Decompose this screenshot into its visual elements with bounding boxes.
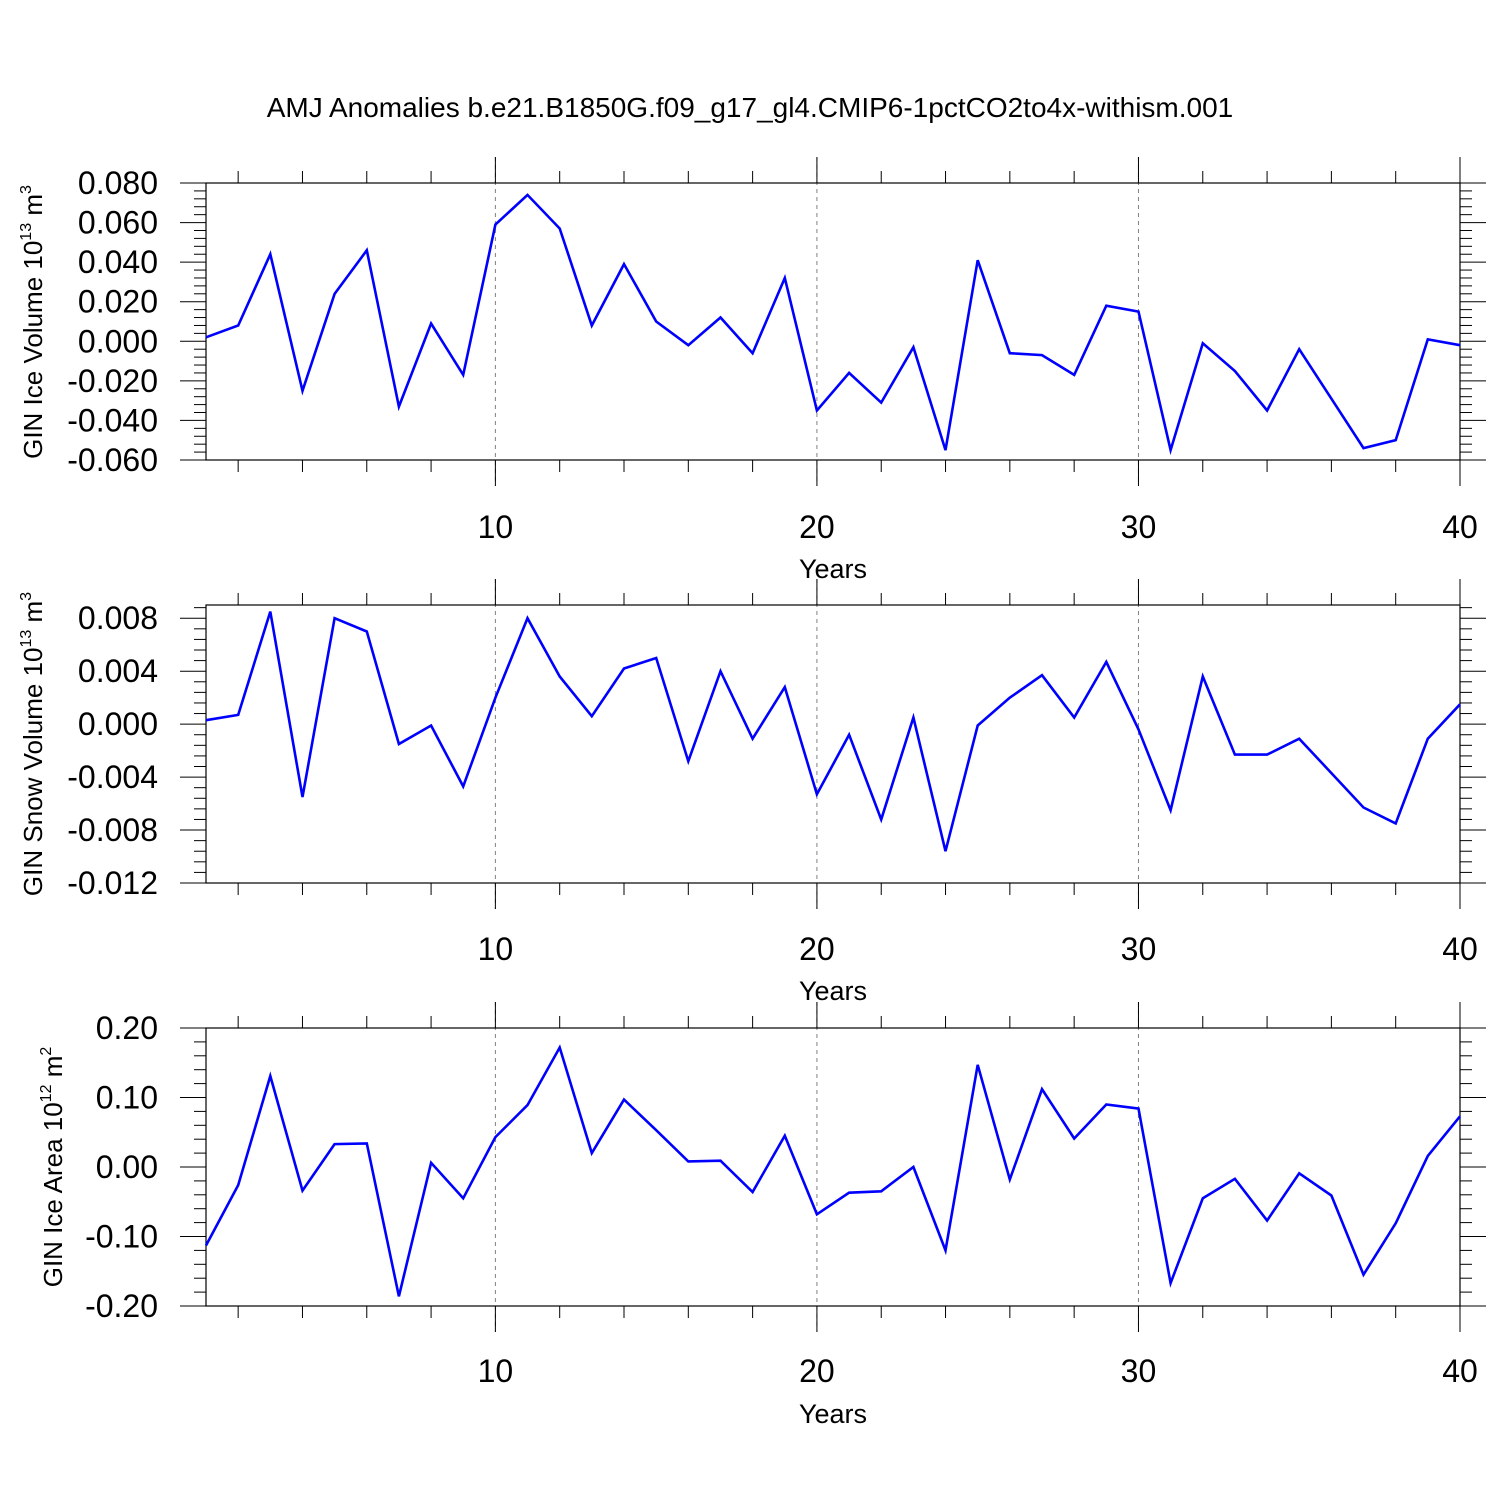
- y-tick-label: 0.040: [78, 244, 158, 280]
- y-tick-label: 0.10: [96, 1080, 158, 1116]
- y-tick-label: -0.060: [67, 442, 158, 478]
- y-tick-label: -0.10: [85, 1219, 158, 1255]
- y-tick-label: 0.000: [78, 706, 158, 742]
- y-tick-label: 0.000: [78, 323, 158, 359]
- y-axis-label: GIN Snow Volume 1013 m3: [18, 592, 48, 896]
- plot-frame: [205, 182, 1461, 461]
- series-line: [205, 193, 1461, 456]
- x-tick-label: 30: [1121, 509, 1157, 545]
- plot-frame: [205, 604, 1461, 884]
- series-line: [205, 611, 1461, 852]
- x-tick-label: 10: [478, 509, 514, 545]
- y-axis-label-unit: m: [18, 194, 48, 223]
- y-tick-label: 0.080: [78, 165, 158, 201]
- x-tick-label: 20: [799, 509, 835, 545]
- y-tick-label: -0.004: [67, 759, 158, 795]
- y-axis-label: GIN Ice Area 1012 m2: [38, 1047, 68, 1288]
- x-tick-label: 40: [1442, 509, 1478, 545]
- y-tick-label: -0.020: [67, 363, 158, 399]
- x-tick-label: 10: [478, 931, 514, 967]
- y-axis-label-main: GIN Snow Volume 10: [18, 648, 48, 897]
- y-tick-label: -0.012: [67, 865, 158, 901]
- y-axis-label-unit: m: [38, 1056, 68, 1085]
- y-axis-label-unit-exponent: 3: [18, 592, 35, 601]
- series-line: [204, 1044, 1462, 1297]
- chart-panel-1: 10 20 30 40 Years -0.060 -0.040-0.020 0.0000.02…: [18, 157, 1486, 584]
- y-axis-label-main: GIN Ice Volume 10: [18, 241, 48, 459]
- x-axis-label: Years: [799, 1399, 867, 1429]
- y-axis-label-exponent: 12: [38, 1084, 55, 1102]
- y-tick-label: 0.00: [96, 1149, 158, 1185]
- y-axis-label-main: GIN Ice Area 10: [38, 1102, 68, 1287]
- x-tick-label: 20: [799, 931, 835, 967]
- y-axis-label-exponent: 13: [18, 630, 35, 648]
- x-axis-label: Years: [799, 554, 867, 584]
- chart-panel-2: 10 20 30 40 Years -0.012 -0.008 -0.004 0.000 0.00…: [18, 579, 1486, 1006]
- figure-title: AMJ Anomalies b.e21.B1850G.f09_g17_gl4.C…: [266, 92, 1234, 123]
- x-tick-label: 20: [799, 1353, 835, 1389]
- y-axis-label-unit-exponent: 2: [38, 1047, 55, 1056]
- x-tick-label: 30: [1121, 1353, 1157, 1389]
- x-tick-label: 10: [478, 1353, 514, 1389]
- y-tick-label: 0.060: [78, 205, 158, 241]
- y-axis-label-unit-exponent: 3: [18, 185, 35, 194]
- y-axis-label: GIN Ice Volume 1013 m3: [18, 185, 48, 459]
- x-tick-label: 30: [1121, 931, 1157, 967]
- y-tick-label: 0.008: [78, 600, 158, 636]
- chart-panel-3: 10 20 30 40 Years -0.20 -0.10 0.00 0.10 0.20 GIN I…: [38, 1002, 1486, 1429]
- plot-frame: [205, 1027, 1461, 1307]
- x-axis-label: Years: [799, 976, 867, 1006]
- y-tick-label: -0.008: [67, 812, 158, 848]
- y-tick-label: 0.004: [78, 653, 158, 689]
- y-tick-label: -0.040: [67, 402, 158, 438]
- x-tick-label: 40: [1442, 931, 1478, 967]
- y-tick-label: 0.020: [78, 284, 158, 320]
- y-axis-label-unit: m: [18, 601, 48, 630]
- y-tick-label: 0.20: [96, 1010, 158, 1046]
- y-axis-label-exponent: 13: [18, 223, 35, 241]
- y-tick-label: -0.20: [85, 1288, 158, 1324]
- x-tick-label: 40: [1442, 1353, 1478, 1389]
